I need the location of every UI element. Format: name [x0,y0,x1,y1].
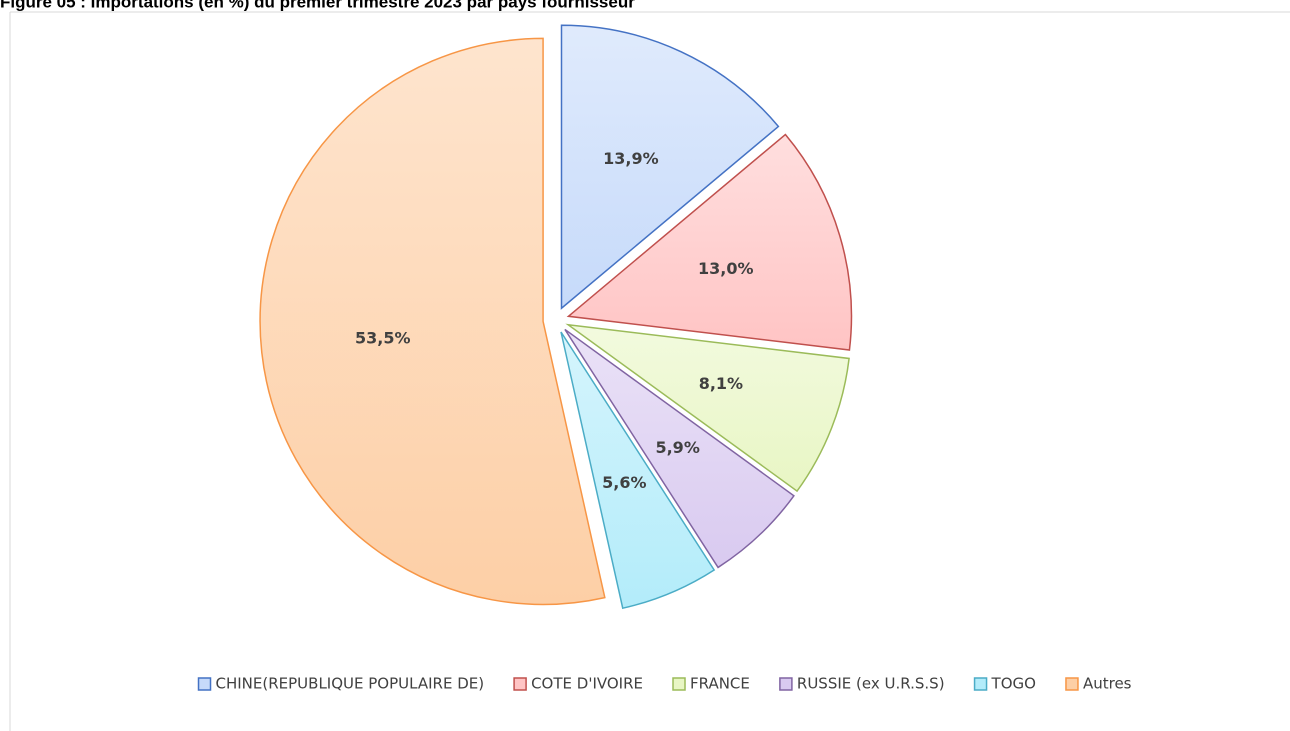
legend-swatch [197,677,212,691]
pie-slice [565,323,850,493]
data-label: 13,9% [603,149,659,168]
data-label: 5,6% [602,473,646,492]
pie-slice [259,37,606,606]
legend-swatch [672,677,686,691]
data-label: 53,5% [355,329,411,348]
data-label: 8,1% [699,374,743,393]
legend-label: CHINE(REPUBLIQUE POPULAIRE DE) [216,675,485,693]
pie-slice [560,331,716,610]
legend-label: COTE D'IVOIRE [531,675,643,693]
legend-swatch [1065,677,1079,691]
pie-slice [566,133,853,351]
legend-label: Autres [1083,675,1132,693]
legend-label: TOGO [991,675,1036,693]
pie-slice [560,24,780,310]
data-label: 5,9% [655,438,699,457]
legend: CHINE(REPUBLIQUE POPULAIRE DE) COTE D'IVO… [197,675,1132,693]
data-label: 13,0% [698,259,754,278]
legend-label: RUSSIE (ex U.R.S.S) [797,675,945,693]
legend-swatch [513,677,527,691]
chart-title: Figure 05 : Importations (en %) du premi… [0,0,635,11]
legend-swatch [973,677,988,691]
legend-label: FRANCE [690,675,750,693]
legend-swatch [779,677,793,691]
pie-slice [564,328,795,569]
